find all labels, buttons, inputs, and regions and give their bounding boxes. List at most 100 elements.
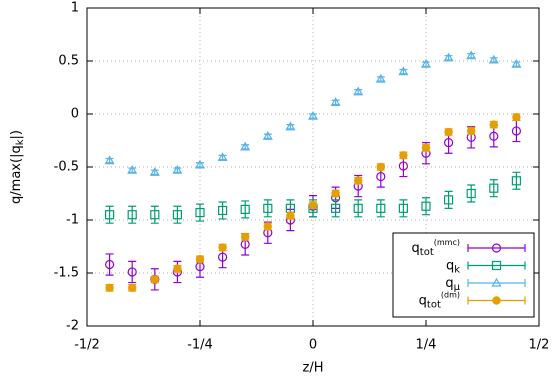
error-bar [376, 199, 385, 218]
marker [331, 189, 340, 198]
marker [127, 164, 138, 174]
legend-sub: μ [454, 282, 461, 293]
error-bar [489, 57, 498, 63]
legend-label: qtot(dm) [419, 290, 460, 311]
error-bar [444, 190, 453, 209]
marker [376, 203, 386, 213]
marker [263, 203, 273, 213]
marker [330, 97, 341, 106]
legend-marker [491, 243, 502, 253]
x-tick-label: 1/4 [416, 338, 437, 353]
error-bar [263, 133, 272, 139]
marker [376, 162, 385, 172]
error-bar [196, 162, 204, 168]
marker [104, 210, 115, 220]
error-bar [105, 157, 114, 164]
error-bar [218, 154, 227, 161]
marker [172, 210, 182, 220]
legend-base: q [446, 258, 454, 273]
legend-sample [467, 261, 526, 270]
marker [467, 126, 476, 136]
error-bar [128, 205, 137, 224]
error-bar [128, 260, 137, 284]
y-axis-label: q/max(|qk|) [9, 130, 27, 204]
marker [263, 222, 272, 231]
legend-sample [467, 279, 526, 287]
marker [489, 120, 498, 129]
marker [375, 73, 386, 83]
x-tick-label: 1/2 [529, 338, 550, 353]
marker [218, 205, 228, 216]
y-tick-label: 1 [71, 1, 79, 16]
y-label-main: q/max(|q [9, 145, 24, 204]
error-bar [173, 167, 182, 173]
legend-sub: k [454, 265, 460, 276]
error-bar [467, 52, 476, 59]
error-bar [241, 144, 250, 150]
marker [218, 243, 227, 252]
marker [420, 58, 432, 68]
error-bar [196, 203, 204, 222]
error-bar [354, 199, 363, 218]
legend-sup: (mmc) [434, 238, 460, 247]
legend-label: qtot(mmc) [412, 238, 460, 259]
y-tick-label: -1 [66, 213, 79, 228]
marker [511, 58, 522, 68]
marker [421, 201, 431, 211]
marker [466, 50, 477, 60]
error-bar [331, 99, 340, 106]
marker [285, 121, 296, 131]
marker [262, 131, 273, 140]
y-tick-label: 0.5 [58, 54, 79, 69]
marker [195, 255, 205, 264]
error-bar [218, 201, 227, 220]
error-bar [512, 171, 521, 190]
marker [172, 164, 183, 174]
legend-base: q [445, 276, 453, 291]
marker [217, 152, 228, 162]
marker [307, 110, 319, 120]
marker [444, 138, 454, 148]
legend-sub: tot [420, 247, 434, 258]
marker [399, 151, 408, 160]
error-bar [105, 253, 114, 276]
error-bar [354, 89, 363, 95]
error-bar [173, 205, 182, 224]
marker [127, 267, 137, 277]
error-bar [128, 167, 137, 173]
marker [354, 176, 363, 185]
marker [173, 264, 182, 273]
marker [104, 259, 115, 270]
y-tick-label: -0.5 [54, 160, 79, 175]
legend-base: q [419, 293, 427, 308]
error-bar [422, 197, 430, 216]
marker [489, 131, 499, 141]
error-bar [150, 169, 159, 176]
y-tick-label: -2 [66, 319, 79, 334]
marker [353, 203, 363, 213]
marker [353, 86, 364, 96]
error-bar [331, 199, 340, 218]
legend-sup: (dm) [441, 290, 460, 299]
marker [218, 252, 228, 262]
marker [194, 159, 206, 169]
error-bar [512, 61, 521, 67]
error-bar [399, 199, 408, 218]
marker [511, 126, 522, 136]
legend-marker [491, 277, 502, 287]
marker [150, 210, 160, 220]
y-tick-label: -1.5 [54, 266, 79, 281]
plot-frame [86, 7, 540, 327]
y-tick-label: 0 [71, 107, 79, 122]
marker [444, 127, 453, 137]
marker [286, 211, 295, 220]
marker [466, 188, 476, 199]
marker [512, 112, 521, 122]
marker [127, 210, 137, 220]
marker [240, 232, 250, 242]
error-bar [489, 125, 498, 148]
marker [331, 203, 341, 213]
marker [488, 54, 499, 64]
